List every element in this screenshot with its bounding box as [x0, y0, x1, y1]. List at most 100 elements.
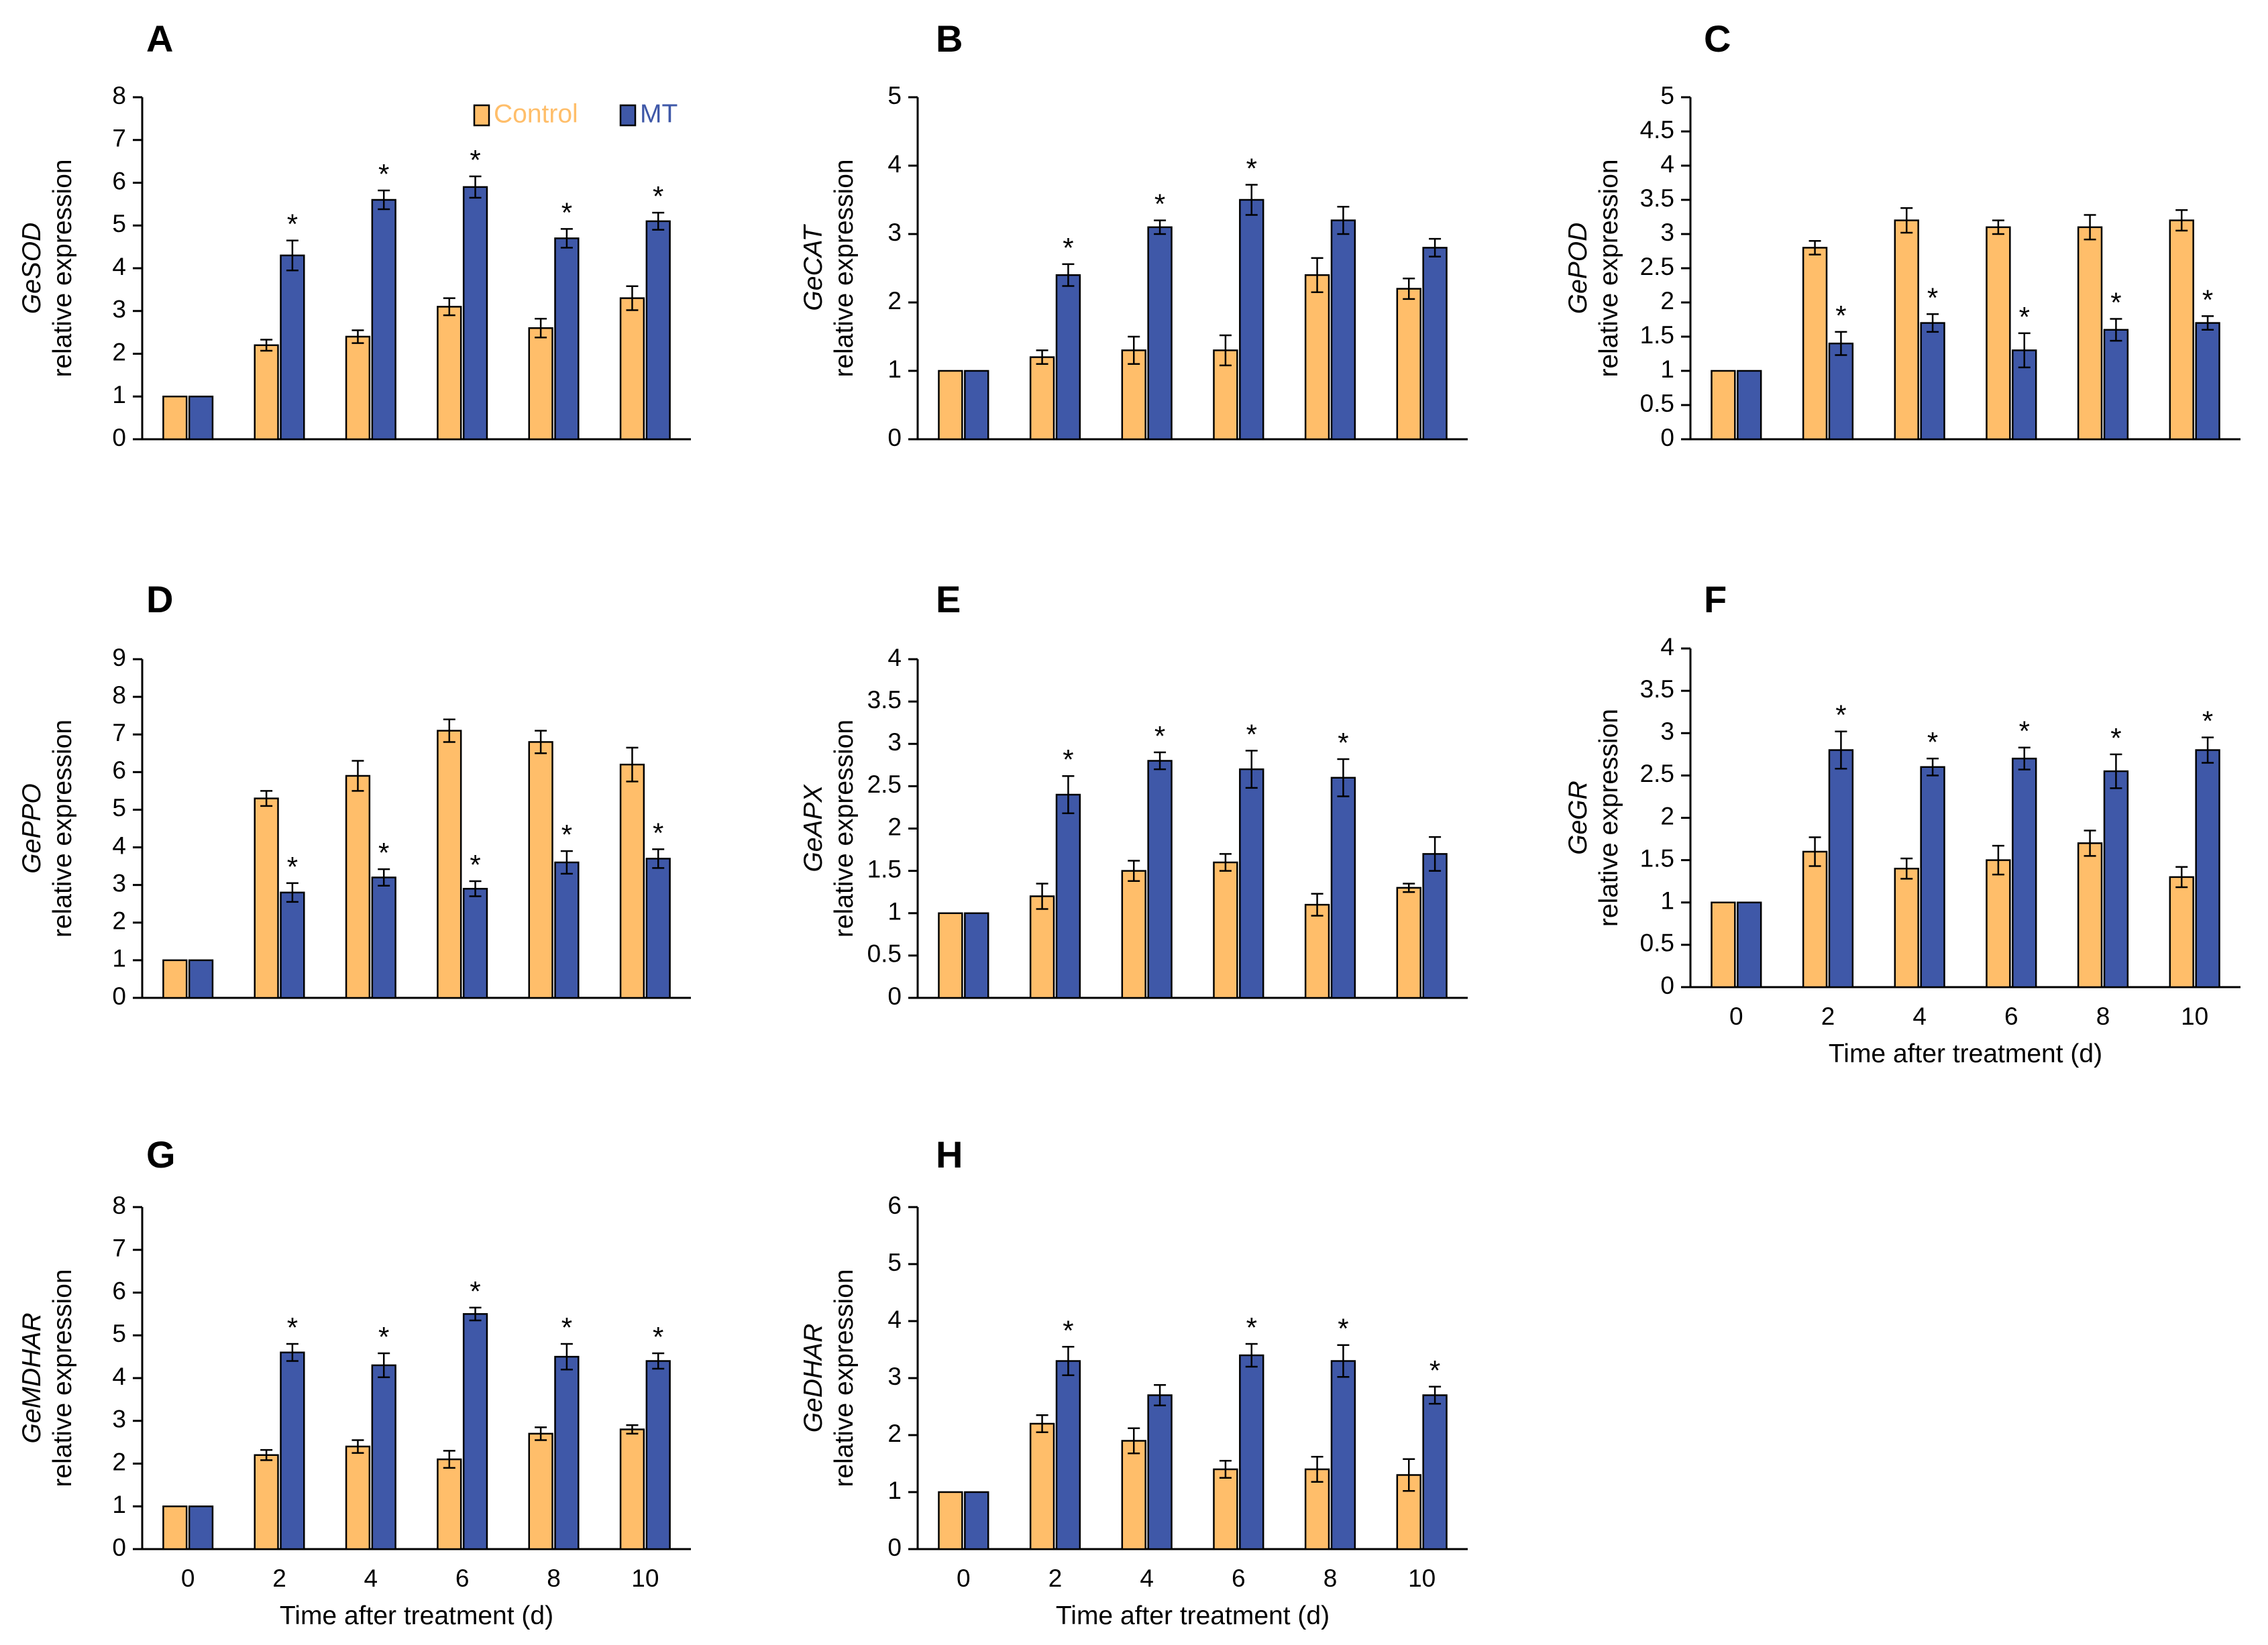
x-tick-label: 6 — [455, 1565, 470, 1592]
error-bar-mt-10 — [652, 848, 665, 869]
significance-star: * — [2019, 301, 2030, 333]
significance-star: * — [287, 1312, 298, 1343]
y-tick-label: 4 — [1660, 150, 1674, 178]
y-tick-label: 2 — [887, 813, 902, 840]
bar-mt-4 — [1920, 322, 1945, 441]
significance-star: * — [1927, 282, 1938, 313]
y-tick-label: 0 — [887, 982, 902, 1010]
bar-mt-4 — [371, 1364, 396, 1550]
y-tick-label: 1 — [112, 1491, 126, 1518]
bar-mt-8 — [554, 1355, 580, 1550]
error-bar-mt-4 — [378, 1352, 390, 1378]
bar-control-2 — [1029, 895, 1055, 999]
significance-star: * — [1927, 726, 1938, 758]
y-tick-label: 3 — [887, 219, 902, 246]
x-tick-label: 0 — [181, 1565, 195, 1592]
y-tick-label: 6 — [112, 167, 126, 194]
y-tick-label: 8 — [112, 681, 126, 709]
bar-control-4 — [1121, 1440, 1146, 1550]
significance-star: * — [1338, 727, 1348, 758]
x-tick-label: 10 — [2181, 1003, 2208, 1030]
significance-star: * — [1154, 720, 1165, 752]
error-bar-control-10 — [626, 1424, 639, 1435]
bar-control-4 — [1121, 349, 1146, 441]
bar-mt-10 — [1422, 1394, 1448, 1550]
y-tick-label: 3 — [112, 296, 126, 323]
bar-control-2 — [1802, 247, 1828, 441]
legend-swatch-mt — [619, 104, 637, 127]
bar-mt-0 — [188, 1506, 214, 1550]
y-tick-label: 0 — [112, 424, 126, 451]
y-axis-label-text: relative expression — [48, 159, 77, 377]
y-tick-label: 5 — [112, 1320, 126, 1347]
bar-mt-8 — [1330, 777, 1356, 999]
x-tick-label: 2 — [272, 1565, 286, 1592]
y-tick-label: 0 — [1660, 972, 1674, 999]
chart-panel-h: H 0 1 2 3 4 5 6 GeDHARrelative expression 0 * 2 4 * 6 *… — [799, 1133, 1468, 1630]
error-bar-control-8 — [1311, 1456, 1324, 1483]
y-axis-label: GeDHARrelative expression — [799, 1269, 859, 1487]
error-bar-mt-2 — [1062, 1346, 1075, 1376]
bar-mt-2 — [1055, 793, 1081, 999]
y-tick-label: 6 — [112, 756, 126, 784]
y-tick-label: 7 — [112, 125, 126, 152]
significance-star: * — [287, 209, 298, 240]
y-tick-label: 1.5 — [867, 855, 902, 883]
bar-mt-8 — [2103, 770, 2129, 988]
bar-control-8 — [1304, 903, 1330, 999]
chart-panel-c: C 0 0.5 1 1.5 2 2.5 3 3.5 4 4.5 5 GePODrelative expr… — [1564, 17, 2240, 451]
error-bar-mt-8 — [560, 1343, 573, 1371]
error-bar-mt-10 — [1429, 1385, 1442, 1405]
significance-star: * — [1429, 1355, 1440, 1386]
bar-mt-0 — [964, 912, 989, 999]
error-bar-mt-2 — [1835, 730, 1847, 770]
bar-mt-4 — [1147, 226, 1173, 441]
bar-mt-2 — [280, 891, 305, 999]
error-bar-control-10 — [1403, 1458, 1415, 1492]
bar-mt-2 — [280, 1351, 305, 1550]
error-bar-mt-8 — [1337, 758, 1350, 797]
significance-star: * — [653, 180, 663, 212]
chart-panel-g: G 0 1 2 3 4 5 6 7 8 GeMDHARrelative expression 0 * 2 *… — [17, 1133, 691, 1630]
bar-control-10 — [619, 763, 645, 999]
x-axis-title: Time after treatment (d) — [1056, 1601, 1330, 1630]
legend-swatch-control — [473, 104, 490, 127]
error-bar-control-4 — [352, 329, 364, 344]
error-bar-mt-6 — [1245, 184, 1258, 216]
significance-star: * — [2202, 705, 2213, 737]
panel-label: H — [936, 1133, 963, 1176]
error-bar-control-6 — [1219, 853, 1232, 872]
significance-star: * — [2110, 286, 2121, 318]
y-tick-label: 2 — [112, 907, 126, 935]
bar-mt-0 — [964, 370, 989, 441]
y-tick-label: 0 — [112, 982, 126, 1010]
legend-label-control: Control — [494, 99, 578, 128]
bar-control-4 — [1121, 870, 1146, 999]
error-bar-control-10 — [1403, 278, 1415, 300]
significance-star: * — [2202, 284, 2213, 315]
significance-star: * — [470, 1275, 480, 1307]
y-axis-gene: GeSOD — [17, 223, 46, 315]
bar-mt-6 — [1239, 768, 1264, 999]
error-bar-mt-4 — [1154, 751, 1167, 771]
error-bar-control-8 — [535, 1426, 547, 1441]
y-axis-label-text: relative expression — [830, 159, 859, 377]
y-tick-label: 7 — [112, 719, 126, 746]
x-tick-label: 6 — [2004, 1003, 2018, 1030]
x-tick-label: 2 — [1048, 1565, 1063, 1592]
y-tick-label: 3 — [1660, 219, 1674, 246]
significance-star: * — [378, 158, 389, 190]
bar-control-8 — [1304, 274, 1330, 441]
error-bar-control-4 — [352, 760, 364, 792]
y-axis-label: GeGRrelative expression — [1564, 709, 1623, 927]
bar-control-8 — [528, 741, 553, 999]
y-tick-label: 4 — [887, 1306, 902, 1333]
bar-mt-6 — [462, 186, 488, 441]
significance-star: * — [653, 817, 663, 848]
bar-mt-8 — [554, 861, 580, 999]
significance-star: * — [1835, 699, 1846, 731]
x-tick-label: 2 — [1821, 1003, 1835, 1030]
error-bar-control-10 — [626, 285, 639, 311]
bar-control-0 — [162, 396, 188, 441]
error-bar-control-6 — [443, 297, 455, 317]
